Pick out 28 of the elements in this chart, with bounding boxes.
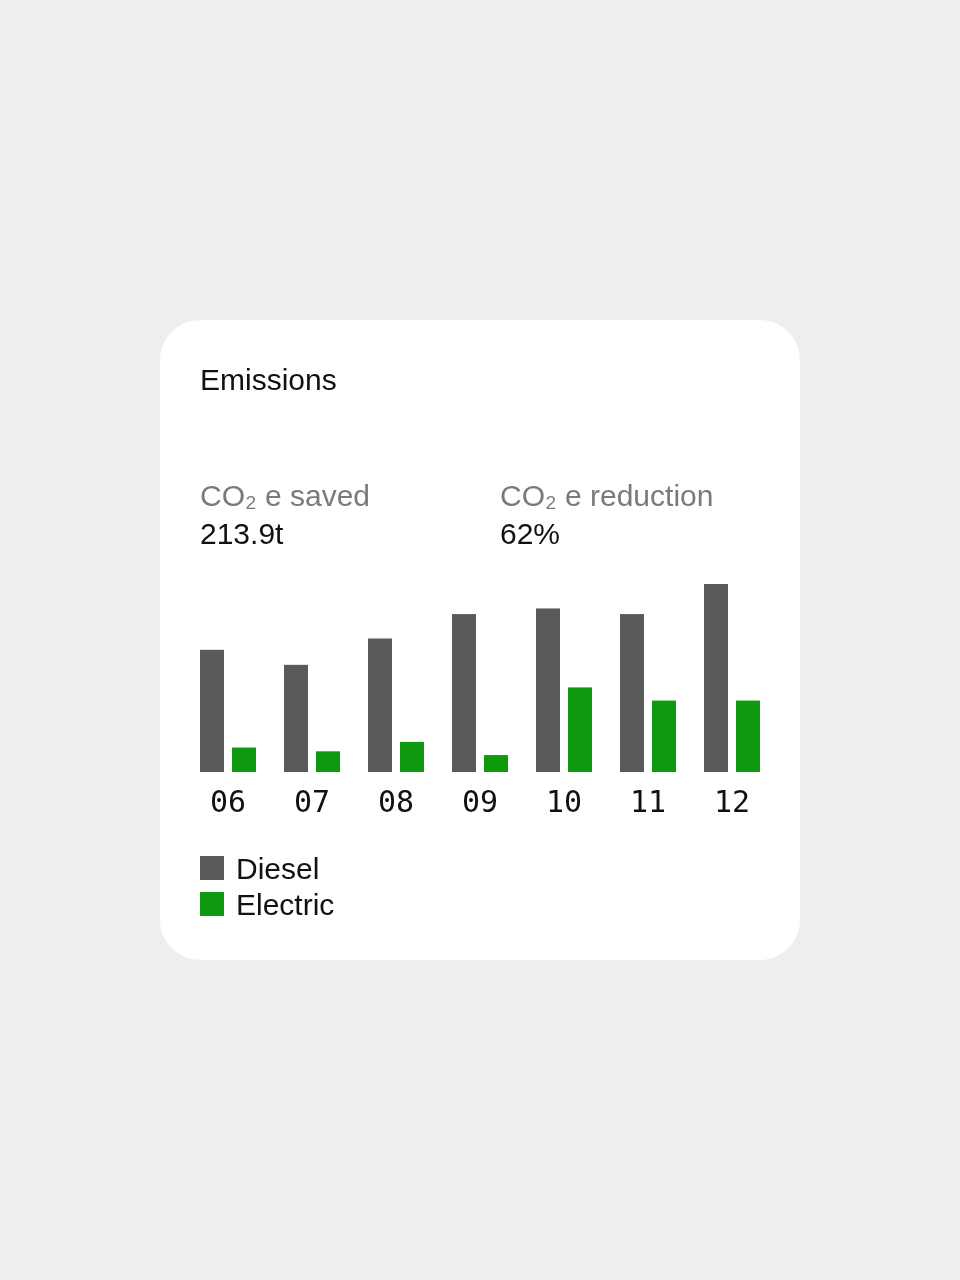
bar [452, 614, 476, 772]
text: CO₂ e reduction [500, 479, 714, 512]
bar [620, 614, 644, 772]
bar [536, 608, 560, 772]
bar [368, 638, 392, 772]
chart-title: Emissions [200, 363, 337, 396]
bar [232, 747, 256, 772]
text: CO₂ e saved [200, 479, 371, 512]
bar [484, 755, 508, 772]
bar [736, 700, 760, 772]
legend-label: Electric [236, 888, 335, 921]
bar [704, 584, 728, 772]
x-tick-label: 06 [209, 784, 247, 819]
text: 213.9t [200, 517, 285, 550]
bar [200, 649, 224, 772]
bar [284, 664, 308, 772]
legend-label: Diesel [236, 852, 320, 885]
text: 62% [500, 517, 561, 550]
bar [568, 687, 592, 772]
x-tick-label: 12 [713, 784, 751, 819]
x-tick-label: 08 [377, 784, 415, 819]
x-tick-label: 10 [545, 784, 583, 819]
bar [652, 700, 676, 772]
x-tick-label: 11 [629, 784, 667, 819]
x-tick-label: 09 [461, 784, 499, 819]
bar [400, 741, 424, 772]
x-tick-label: 07 [293, 784, 331, 819]
bar [316, 751, 340, 772]
